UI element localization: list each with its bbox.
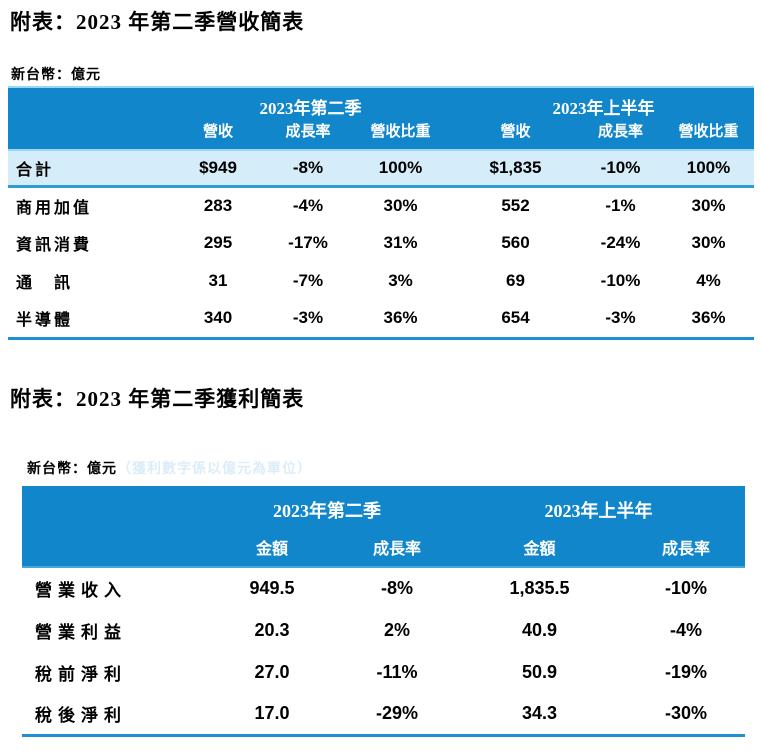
- row-label: 營業收入: [35, 581, 127, 600]
- group-header-h1: 2023年上半年: [453, 87, 754, 120]
- row-label: 稅後淨利: [35, 705, 127, 725]
- revenue-sub-header-row: 營收 成長率 營收比重 營收 成長率 營收比重: [8, 120, 754, 150]
- table-row: 通 訊 31 -7% 3% 69 -10% 4%: [8, 262, 754, 300]
- col-header-growth: 成長率: [268, 120, 348, 150]
- profit-unit-label: 新台幣：億元（獲利數字係以億元為單位）: [27, 458, 312, 478]
- table-row: 資訊消費 295 -17% 31% 560 -24% 30%: [8, 224, 754, 262]
- empty-header-cell: [8, 120, 168, 150]
- table-cell: 50.9: [521, 661, 558, 682]
- revenue-table: 2023年第二季 2023年上半年 營收 成長率 營收比重 營收 成長率 營收比…: [8, 86, 754, 340]
- table-cell: 30%: [691, 233, 726, 252]
- col-header-growth: 成長率: [342, 527, 452, 568]
- table-cell: 3%: [388, 271, 413, 290]
- table-row: 營業利益 20.3 2% 40.9 -4%: [22, 609, 745, 651]
- group-header-q2: 2023年第二季: [202, 486, 452, 527]
- table-cell: 1,835.5: [509, 578, 570, 598]
- table-cell: 34.3: [521, 702, 558, 723]
- table-row-total: 合計 $949 -8% 100% $1,835 -10% 100%: [8, 149, 754, 188]
- profit-section-title: 附表：2023 年第二季獲利簡表: [10, 387, 305, 411]
- table-cell: 69: [506, 271, 525, 290]
- table-row: 稅後淨利 17.0 -29% 34.3 -30%: [22, 693, 745, 735]
- table-cell: -19%: [664, 661, 708, 682]
- table-cell: -17%: [288, 233, 328, 252]
- empty-header-cell: [22, 486, 202, 527]
- row-label: 稅前淨利: [35, 664, 127, 684]
- table-cell: -10%: [600, 271, 641, 290]
- table-cell: 100%: [663, 149, 754, 188]
- table-cell: 4%: [696, 271, 721, 290]
- table-cell: -11%: [376, 661, 418, 682]
- row-label: 合計: [8, 149, 168, 188]
- table-row: 營業收入 949.5 -8% 1,835.5 -10%: [22, 567, 745, 609]
- empty-header-cell: [22, 527, 202, 568]
- table-cell: -10%: [578, 149, 663, 188]
- table-cell: 552: [501, 195, 530, 215]
- profit-unit-text: 新台幣：億元: [27, 462, 117, 477]
- group-header-q2: 2023年第二季: [168, 87, 453, 120]
- profit-table: 2023年第二季 2023年上半年 金額 成長率 金額 成長率 營業收入 949…: [22, 486, 745, 737]
- table-cell: 36%: [691, 308, 726, 328]
- profit-sub-header-row: 金額 成長率 金額 成長率: [22, 527, 745, 568]
- table-cell: -30%: [664, 702, 708, 723]
- table-cell: 40.9: [521, 619, 558, 640]
- table-cell: -7%: [292, 271, 324, 290]
- table-cell: 2%: [383, 619, 410, 640]
- profit-group-header-row: 2023年第二季 2023年上半年: [22, 486, 745, 527]
- table-cell: 27.0: [254, 661, 290, 682]
- table-cell: 560: [501, 233, 530, 252]
- table-cell: 30%: [691, 195, 726, 215]
- table-cell: 949.5: [249, 578, 295, 598]
- empty-header-cell: [8, 87, 168, 120]
- table-cell: 30%: [383, 195, 418, 215]
- table-cell: 654: [501, 308, 530, 328]
- table-cell: $1,835: [453, 149, 578, 188]
- col-header-growth: 成長率: [578, 120, 663, 150]
- revenue-unit-label: 新台幣：億元: [11, 68, 101, 83]
- table-cell: -1%: [605, 195, 636, 215]
- table-cell: -8%: [380, 578, 413, 598]
- row-label: 商用加值: [16, 199, 93, 217]
- table-cell: -24%: [600, 233, 641, 252]
- table-cell: 36%: [383, 308, 418, 328]
- revenue-table-header: 2023年第二季 2023年上半年 營收 成長率 營收比重 營收 成長率 營收比…: [8, 87, 754, 150]
- table-cell: 31: [208, 271, 228, 290]
- table-row: 半導體 340 -3% 36% 654 -3% 36%: [8, 300, 754, 338]
- table-cell: $949: [168, 149, 268, 188]
- table-row: 商用加值 283 -4% 30% 552 -1% 30%: [8, 186, 754, 224]
- col-header-amount: 金額: [452, 527, 627, 568]
- row-label: 通 訊: [16, 275, 74, 292]
- table-cell: 283: [203, 195, 233, 215]
- table-cell: -3%: [292, 308, 324, 328]
- table-cell: 17.0: [254, 702, 290, 723]
- table-cell: 295: [203, 233, 233, 252]
- revenue-group-header-row: 2023年第二季 2023年上半年: [8, 87, 754, 120]
- table-cell: -4%: [669, 619, 702, 640]
- row-label: 營業利益: [35, 622, 127, 642]
- table-cell: 340: [203, 308, 233, 328]
- table-cell: 100%: [348, 149, 453, 188]
- group-header-h1: 2023年上半年: [452, 486, 745, 527]
- table-cell: -8%: [268, 149, 348, 188]
- faint-ghost-note: （獲利數字係以億元為單位）: [117, 462, 312, 477]
- profit-table-header: 2023年第二季 2023年上半年 金額 成長率 金額 成長率: [22, 486, 745, 568]
- row-label: 資訊消費: [16, 237, 93, 254]
- col-header-revenue: 營收: [168, 120, 268, 150]
- table-row: 稅前淨利 27.0 -11% 50.9 -19%: [22, 651, 745, 693]
- table-cell: -10%: [664, 578, 708, 598]
- col-header-share: 營收比重: [663, 120, 754, 150]
- revenue-section-title: 附表：2023 年第二季營收簡表: [10, 10, 305, 34]
- col-header-revenue: 營收: [453, 120, 578, 150]
- table-cell: 20.3: [254, 619, 290, 640]
- col-header-growth: 成長率: [627, 527, 745, 568]
- col-header-amount: 金額: [202, 527, 342, 568]
- table-cell: 31%: [383, 233, 418, 252]
- col-header-share: 營收比重: [348, 120, 453, 150]
- table-cell: -29%: [375, 702, 419, 723]
- table-cell: -3%: [605, 308, 636, 328]
- table-cell: -4%: [292, 195, 324, 215]
- row-label: 半導體: [16, 312, 74, 330]
